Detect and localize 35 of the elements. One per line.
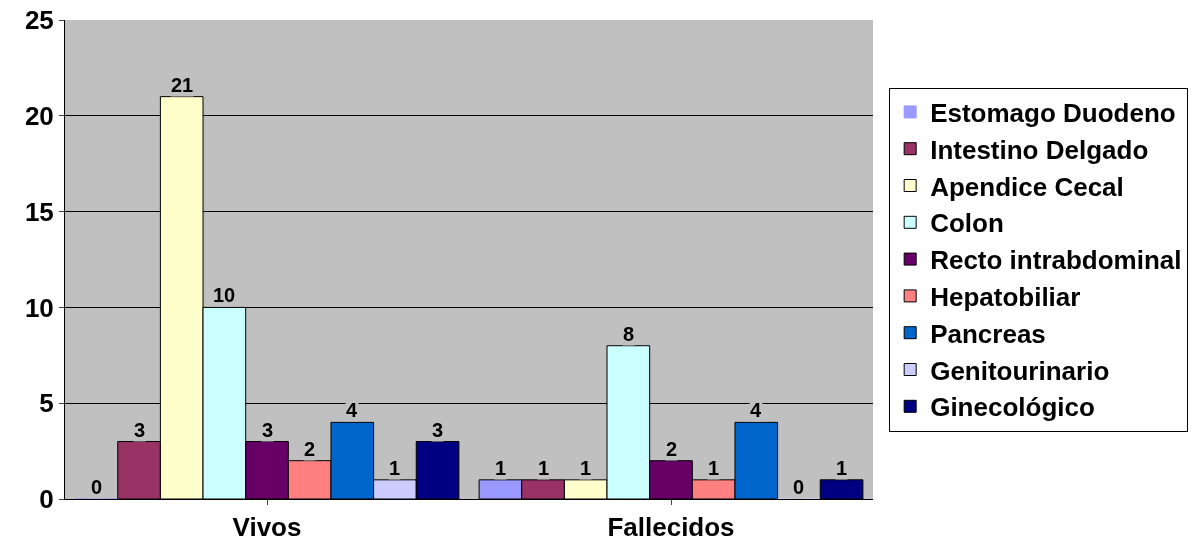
data-label: 8 (623, 323, 635, 345)
y-tick-label: 20 (24, 100, 54, 131)
y-tick-label: 25 (24, 5, 54, 36)
data-label: 4 (346, 399, 358, 421)
legend-label: Hepatobiliar (930, 282, 1081, 313)
y-tick-label: 0 (39, 484, 54, 515)
data-label: 3 (432, 419, 444, 441)
legend-label: Colon (930, 208, 1004, 239)
data-label: 0 (91, 476, 103, 498)
data-label: 1 (495, 457, 507, 479)
legend-label: Recto intrabdominal (930, 245, 1182, 276)
data-label: 1 (538, 457, 550, 479)
y-tick-label: 15 (24, 196, 54, 227)
data-label: 4 (750, 399, 762, 421)
x-tick-label: Vivos (232, 512, 302, 543)
data-label: 10 (213, 284, 236, 306)
legend-label: Pancreas (930, 318, 1046, 349)
data-label: 3 (134, 419, 146, 441)
legend-label: Apendice Cecal (930, 171, 1124, 202)
data-label: 0 (793, 476, 805, 498)
data-label: 2 (304, 438, 316, 460)
data-label: 21 (171, 74, 194, 96)
data-label: 2 (666, 438, 678, 460)
x-tick-label: Fallecidos (607, 512, 735, 543)
legend-label: Intestino Delgado (930, 134, 1149, 165)
data-label: 1 (836, 457, 848, 479)
legend-label: Estomago Duodeno (930, 98, 1176, 129)
data-label: 3 (262, 419, 274, 441)
legend-label: Ginecológico (930, 392, 1095, 423)
y-tick-label: 5 (39, 388, 54, 419)
data-label: 1 (708, 457, 720, 479)
data-label: 1 (580, 457, 592, 479)
y-tick-label: 10 (24, 292, 54, 323)
data-label: 1 (389, 457, 401, 479)
legend-label: Genitourinario (930, 355, 1110, 386)
